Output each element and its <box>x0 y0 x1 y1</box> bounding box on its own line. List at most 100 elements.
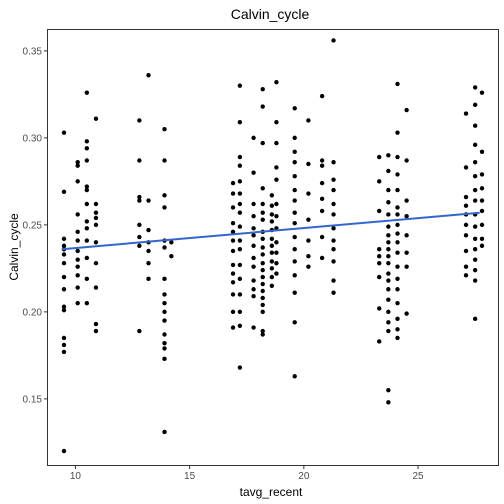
data-point <box>377 274 382 280</box>
data-point <box>386 278 391 283</box>
data-point <box>395 172 400 177</box>
data-point <box>292 247 297 252</box>
data-point <box>260 274 265 280</box>
data-point <box>404 158 409 163</box>
data-point <box>331 187 336 193</box>
data-point <box>395 300 400 306</box>
data-point <box>306 118 311 123</box>
data-point <box>260 267 265 273</box>
data-point <box>377 339 382 344</box>
data-point <box>274 177 279 182</box>
data-point <box>306 161 311 167</box>
data-point <box>331 212 336 217</box>
data-point <box>260 328 265 334</box>
data-point <box>479 236 485 241</box>
data-point <box>472 247 478 252</box>
data-point <box>75 160 80 165</box>
data-point <box>137 158 142 163</box>
data-point <box>479 243 485 248</box>
data-point <box>386 168 391 174</box>
data-point <box>386 271 391 276</box>
data-point <box>260 236 265 241</box>
data-point <box>395 335 400 341</box>
data-point <box>93 321 99 327</box>
data-point <box>260 86 265 92</box>
data-point <box>479 149 485 154</box>
data-point <box>162 193 167 198</box>
data-point <box>237 83 243 88</box>
data-point <box>93 285 99 290</box>
data-point <box>269 274 275 280</box>
data-point <box>292 220 297 226</box>
data-point <box>472 173 478 179</box>
data-point <box>84 158 90 163</box>
y-tick-label: 0.30 <box>23 133 43 144</box>
y-axis: 0.15 0.20 0.25 0.30 0.35 <box>23 46 48 405</box>
data-point <box>137 222 142 228</box>
data-point <box>162 346 167 351</box>
data-point <box>395 130 400 135</box>
data-point <box>93 201 99 207</box>
data-point <box>395 81 400 87</box>
data-point <box>472 160 478 165</box>
data-point <box>479 222 485 228</box>
data-point <box>75 238 80 243</box>
data-point <box>237 210 243 215</box>
data-point <box>230 325 236 330</box>
data-point <box>395 154 400 160</box>
data-point <box>274 260 279 266</box>
data-point <box>237 292 243 297</box>
data-point <box>319 93 325 99</box>
data-point <box>146 198 151 203</box>
data-point <box>84 201 90 207</box>
data-point <box>162 318 167 323</box>
data-point <box>84 187 90 193</box>
data-point <box>472 187 478 193</box>
data-point <box>162 292 167 297</box>
data-point <box>274 165 279 170</box>
data-point <box>331 278 336 283</box>
data-point <box>251 255 256 261</box>
data-point <box>386 212 391 217</box>
data-point <box>169 254 174 259</box>
data-point <box>377 306 382 311</box>
data-point <box>251 287 256 292</box>
data-point <box>230 238 236 243</box>
data-point <box>386 260 391 266</box>
data-point <box>386 297 391 302</box>
data-point <box>331 38 336 43</box>
data-point <box>395 212 400 217</box>
data-point <box>306 264 311 269</box>
data-point <box>463 248 469 254</box>
data-point <box>75 300 80 306</box>
data-point <box>146 260 151 266</box>
data-point <box>251 213 256 219</box>
data-point <box>230 191 236 196</box>
data-point <box>84 184 90 189</box>
data-point <box>230 205 236 210</box>
data-point <box>269 193 275 198</box>
data-point <box>472 85 478 90</box>
data-point <box>472 224 478 229</box>
data-point <box>331 290 336 295</box>
data-point <box>162 429 167 435</box>
data-point <box>395 187 400 193</box>
data-point <box>331 201 336 207</box>
data-point <box>260 295 265 301</box>
data-point <box>319 163 325 168</box>
data-point <box>84 226 90 231</box>
data-point <box>331 226 336 231</box>
data-point <box>306 191 311 196</box>
data-point <box>93 116 99 121</box>
chart-title: Calvin_cycle <box>231 6 310 22</box>
data-point <box>61 335 67 341</box>
data-point <box>237 120 243 125</box>
data-point <box>386 387 391 393</box>
data-point <box>230 248 236 254</box>
data-point <box>75 285 80 290</box>
data-point <box>395 205 400 210</box>
data-point <box>61 342 67 348</box>
data-point <box>93 215 99 221</box>
data-point <box>479 186 485 191</box>
data-point <box>146 73 151 78</box>
